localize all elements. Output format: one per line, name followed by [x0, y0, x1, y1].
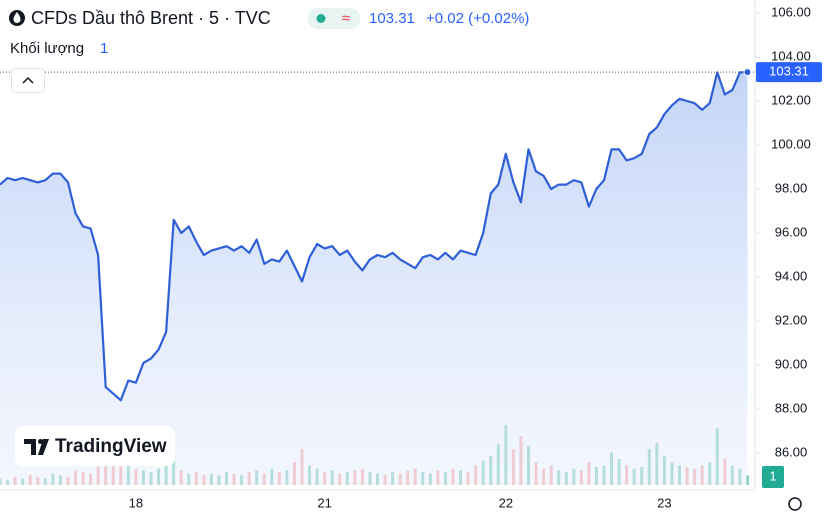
plot-area — [0, 71, 755, 485]
y-tick-label: 102.00 — [771, 92, 811, 107]
price-line — [0, 71, 748, 402]
y-tick-label: 86.00 — [775, 445, 808, 460]
symbol-title: CFDs Dầu thô Brent · 5 · TVC — [31, 8, 271, 28]
settings-icon[interactable] — [788, 497, 802, 511]
volume-badge-text: 1 — [769, 468, 776, 483]
y-tick-label: 92.00 — [775, 312, 808, 327]
volume-bar — [745, 475, 749, 485]
last-point — [743, 68, 752, 77]
y-tick-label: 96.00 — [775, 224, 808, 239]
x-tick-label: 21 — [317, 495, 331, 510]
x-tick-label: 18 — [129, 495, 143, 510]
x-tick-label: 22 — [499, 495, 513, 510]
header-price: 103.31 — [369, 10, 415, 27]
last-price-label: 103.31 — [769, 64, 809, 79]
volume-badge — [762, 466, 784, 488]
brand-logo — [38, 439, 43, 444]
y-tick-label: 90.00 — [775, 357, 808, 372]
delay-icon: ≈ — [342, 10, 350, 27]
y-tick-label: 106.00 — [771, 4, 811, 19]
status-pill[interactable] — [308, 8, 360, 29]
volume-value: 1 — [100, 40, 108, 57]
drop-icon — [13, 12, 21, 23]
volume-label: Khối lượng — [10, 40, 84, 57]
x-tick-label: 23 — [657, 495, 671, 510]
y-tick-label: 104.00 — [771, 48, 811, 63]
last-price-badge — [756, 62, 822, 83]
y-tick-label: 100.00 — [771, 136, 811, 151]
area-fill — [0, 72, 748, 485]
y-tick-label: 88.00 — [775, 401, 808, 416]
brand-logo — [24, 439, 49, 455]
y-tick-label: 94.00 — [775, 268, 808, 283]
chevron-icon — [22, 76, 34, 84]
collapse-button[interactable] — [11, 68, 45, 93]
brand-badge — [15, 426, 175, 466]
y-tick-label: 98.00 — [775, 180, 808, 195]
brand-name: TradingView — [55, 436, 167, 457]
header-change: +0.02 (+0.02%) — [426, 10, 529, 27]
market-dot — [316, 14, 326, 23]
